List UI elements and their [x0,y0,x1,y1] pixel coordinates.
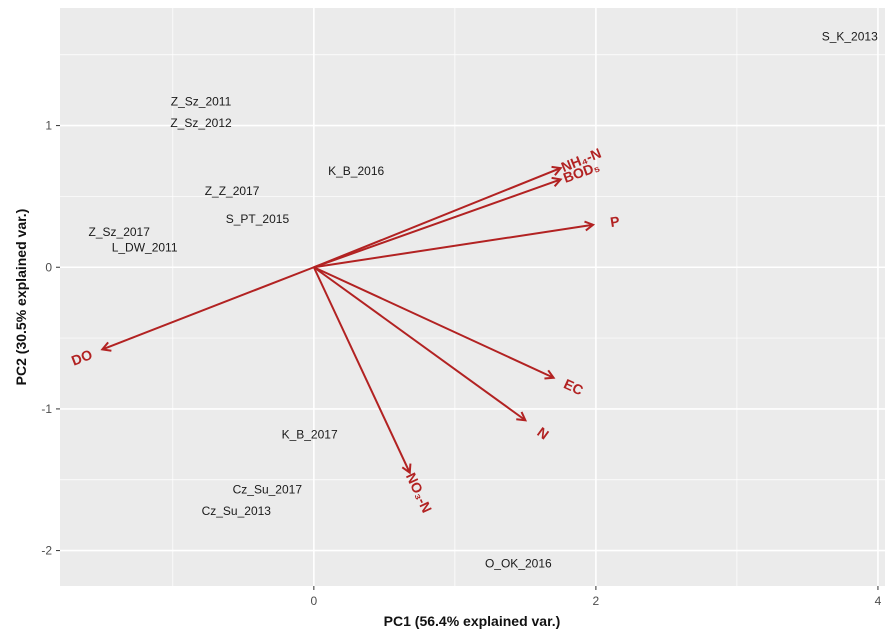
sample-label: S_K_2013 [822,29,878,43]
sample-label: S_PT_2015 [226,212,290,226]
y-tick-label: 0 [45,260,52,274]
loading-arrow [313,168,561,269]
x-tick-label: 2 [593,594,600,608]
loading-arrow [102,266,315,349]
axis-ticks: 0 2 4 -2 -1 0 1 [41,119,881,608]
sample-label: K_B_2016 [328,164,384,178]
y-tick-label: -1 [41,402,52,416]
sample-labels: S_K_2013 Z_Sz_2011 Z_Sz_2012 K_B_2016 Z_Z_20… [89,29,879,570]
loading-label: P [609,213,621,230]
sample-label: Z_Sz_2011 [171,95,232,109]
loading-label: DO [69,346,94,369]
sample-label: K_B_2017 [282,427,338,441]
sample-label: Z_Z_2017 [205,184,260,198]
loading-label: EC [561,376,585,399]
grid-lines [60,8,885,586]
loading-arrow [313,225,593,269]
sample-label: Z_Sz_2012 [170,116,232,130]
loading-arrow [312,266,410,472]
x-tick-label: 4 [875,594,882,608]
x-axis-title: PC1 (56.4% explained var.) [384,613,561,629]
sample-label: L_DW_2011 [112,240,178,254]
loading-arrow [313,179,561,269]
plot-panel [60,8,885,586]
y-tick-label: 1 [45,119,52,133]
y-tick-label: -2 [41,544,52,558]
x-tick-label: 0 [311,594,318,608]
sample-label: O_OK_2016 [485,556,552,570]
y-axis-title: PC2 (30.5% explained var.) [13,209,29,386]
sample-label: Cz_Su_2017 [233,483,303,497]
sample-label: Cz_Su_2013 [202,504,272,518]
loading-arrow [313,266,554,378]
sample-label: Z_Sz_2017 [89,225,151,239]
loading-arrow [313,266,526,420]
